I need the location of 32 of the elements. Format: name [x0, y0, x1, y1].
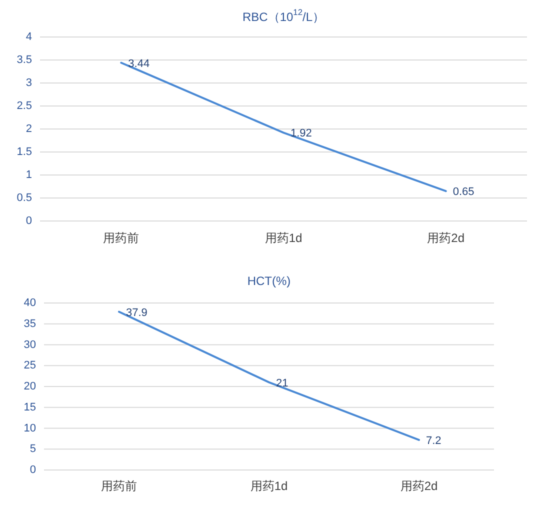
- chart-title: HCT(%): [247, 274, 291, 288]
- x-tick-label: 用药前: [101, 479, 137, 493]
- y-tick-label: 4: [26, 31, 32, 43]
- y-tick-label: 15: [24, 401, 36, 414]
- y-tick-label: 10: [24, 422, 36, 434]
- x-tick-label: 用药1d: [250, 479, 288, 493]
- y-tick-label: 3: [26, 77, 32, 89]
- y-tick-label: 35: [24, 318, 36, 330]
- y-tick-label: 0: [26, 215, 32, 227]
- y-tick-label: 1.5: [16, 146, 32, 158]
- y-tick-label: 3.5: [16, 54, 32, 66]
- data-label: 0.65: [452, 186, 474, 198]
- data-label: 21: [276, 377, 288, 390]
- x-tick-label: 用药2d: [427, 231, 465, 245]
- data-label: 3.44: [128, 58, 150, 70]
- y-tick-label: 25: [24, 360, 36, 372]
- y-tick-label: 1: [26, 169, 32, 181]
- x-tick-label: 用药前: [103, 231, 140, 245]
- x-tick-label: 用药2d: [400, 479, 438, 493]
- y-tick-label: 2: [26, 123, 32, 135]
- chart-title: RBC（10$^{12}$/L）: [242, 7, 325, 24]
- y-tick-label: 40: [24, 297, 36, 309]
- y-tick-label: 20: [24, 380, 36, 392]
- data-label: 1.92: [290, 128, 312, 140]
- y-tick-label: 2.5: [16, 100, 32, 112]
- x-tick-label: 用药1d: [264, 231, 302, 245]
- data-label: 37.9: [126, 306, 148, 319]
- y-tick-label: 5: [30, 443, 36, 456]
- y-tick-label: 30: [24, 338, 36, 351]
- y-tick-label: 0.5: [16, 192, 32, 204]
- data-label: 7.2: [426, 434, 442, 447]
- y-tick-label: 0: [30, 464, 36, 476]
